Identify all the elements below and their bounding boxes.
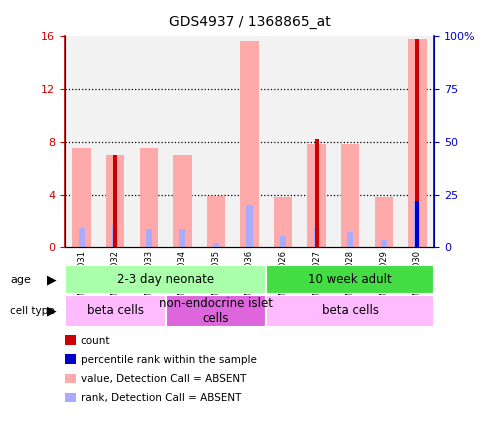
- Bar: [307, 144, 326, 247]
- Bar: [173, 155, 192, 247]
- Text: age: age: [10, 275, 31, 285]
- Bar: [315, 139, 319, 247]
- Bar: [132, 36, 166, 247]
- Bar: [199, 36, 233, 247]
- Bar: [79, 228, 85, 247]
- Bar: [240, 41, 258, 247]
- Bar: [375, 197, 393, 247]
- Bar: [98, 36, 132, 247]
- Bar: [274, 197, 292, 247]
- Text: GDS4937 / 1368865_at: GDS4937 / 1368865_at: [169, 15, 330, 29]
- Bar: [414, 201, 420, 247]
- Bar: [401, 36, 434, 247]
- Bar: [112, 225, 118, 247]
- Bar: [300, 36, 333, 247]
- Bar: [140, 148, 158, 247]
- Bar: [166, 295, 266, 327]
- Bar: [113, 155, 117, 247]
- Bar: [65, 265, 266, 294]
- Bar: [381, 239, 387, 247]
- Bar: [72, 148, 91, 247]
- Text: beta cells: beta cells: [322, 304, 379, 317]
- Text: ▶: ▶: [47, 305, 57, 317]
- Text: cell type: cell type: [10, 306, 54, 316]
- Bar: [313, 228, 320, 247]
- Text: non-endocrine islet
cells: non-endocrine islet cells: [159, 297, 273, 325]
- Bar: [415, 201, 419, 247]
- Bar: [266, 265, 434, 294]
- Text: ▶: ▶: [47, 274, 57, 286]
- Text: 10 week adult: 10 week adult: [308, 273, 392, 286]
- Bar: [247, 205, 252, 247]
- Bar: [408, 38, 427, 247]
- Bar: [207, 196, 225, 247]
- Bar: [341, 144, 359, 247]
- Bar: [333, 36, 367, 247]
- Bar: [233, 36, 266, 247]
- Text: 2-3 day neonate: 2-3 day neonate: [117, 273, 214, 286]
- Text: value, Detection Call = ABSENT: value, Detection Call = ABSENT: [81, 374, 246, 384]
- Bar: [266, 295, 434, 327]
- Bar: [179, 229, 186, 247]
- Text: count: count: [81, 335, 110, 346]
- Bar: [347, 232, 353, 247]
- Bar: [213, 244, 219, 247]
- Bar: [367, 36, 401, 247]
- Bar: [166, 36, 199, 247]
- Bar: [415, 38, 419, 247]
- Bar: [106, 155, 124, 247]
- Text: beta cells: beta cells: [87, 304, 144, 317]
- Text: percentile rank within the sample: percentile rank within the sample: [81, 354, 256, 365]
- Bar: [280, 236, 286, 247]
- Bar: [65, 295, 166, 327]
- Bar: [65, 36, 98, 247]
- Bar: [146, 229, 152, 247]
- Bar: [266, 36, 300, 247]
- Text: rank, Detection Call = ABSENT: rank, Detection Call = ABSENT: [81, 393, 241, 403]
